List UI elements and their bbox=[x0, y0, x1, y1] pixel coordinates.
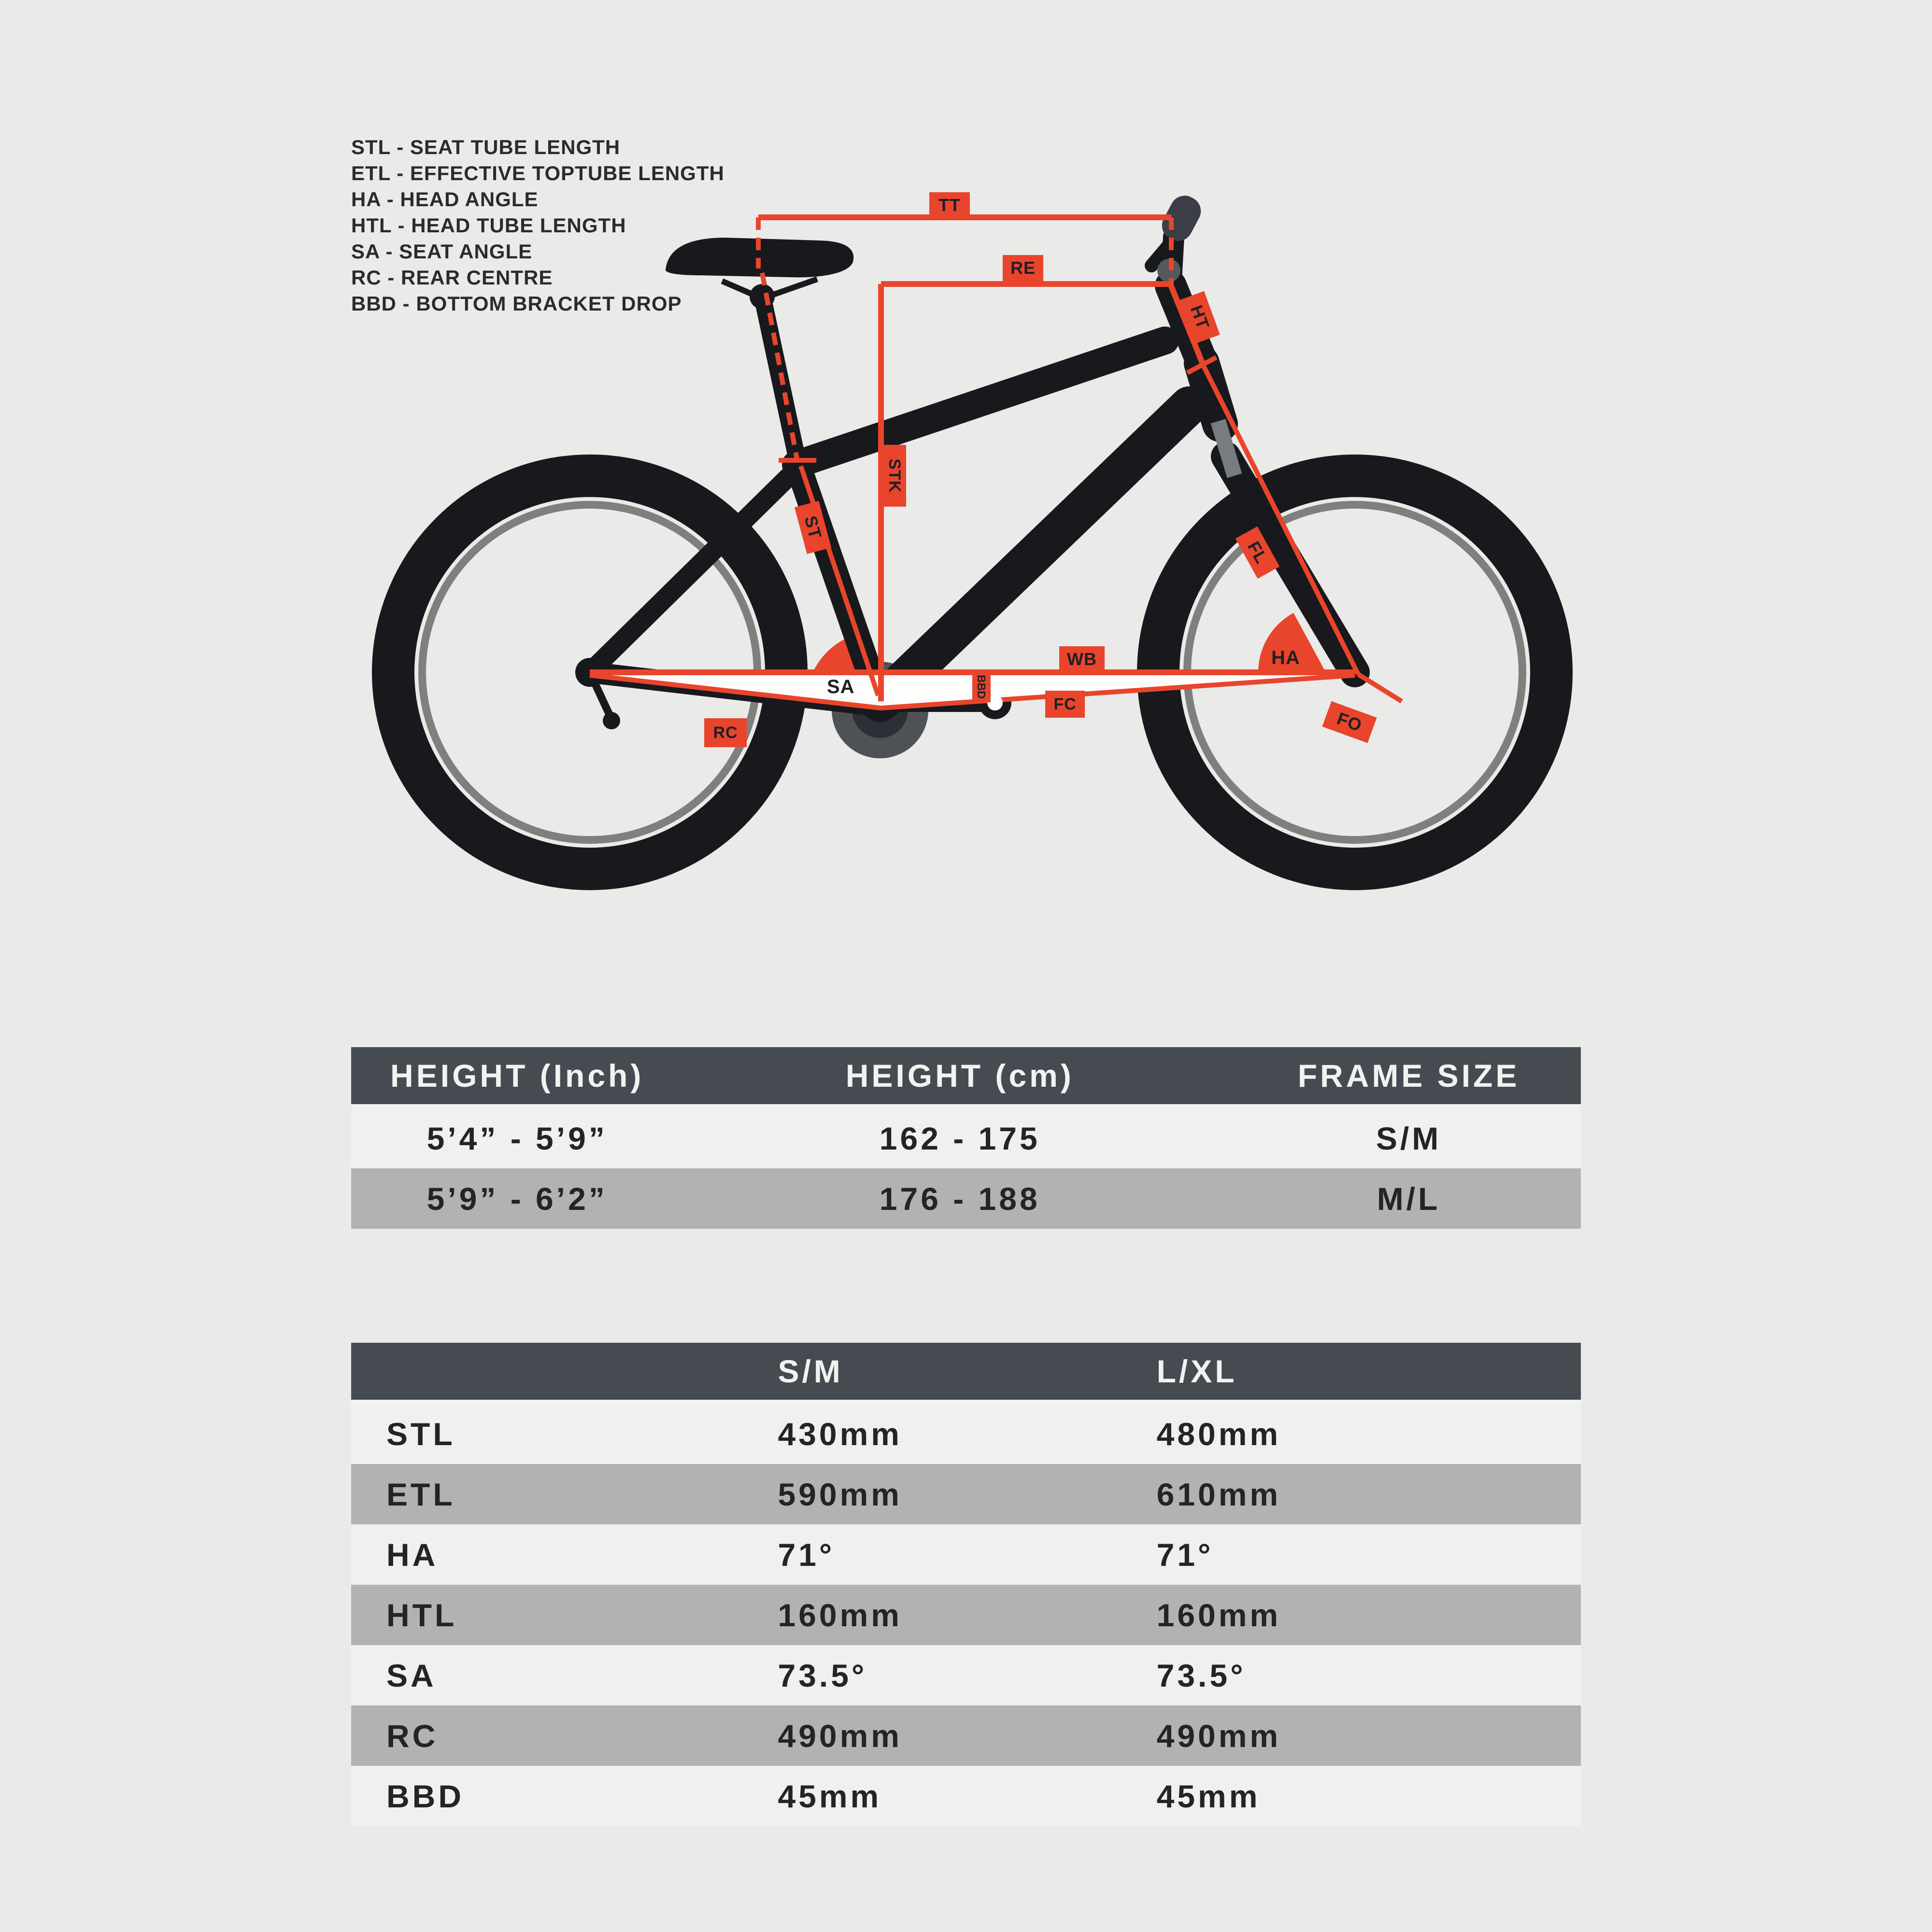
table-cell: M/L bbox=[1377, 1180, 1441, 1217]
label-reach: RE bbox=[1003, 255, 1043, 281]
geometry-table-header: S/M L/XL bbox=[351, 1343, 1581, 1404]
table-row: 5’4” - 5’9” 162 - 175 S/M bbox=[351, 1108, 1581, 1168]
legend-item-bbd: BBD - BOTTOM BRACKET DROP bbox=[351, 292, 682, 315]
table-row: HTL 160mm 160mm bbox=[351, 1585, 1581, 1645]
table-row: HA 71° 71° bbox=[351, 1524, 1581, 1585]
legend-item-rc: RC - REAR CENTRE bbox=[351, 266, 553, 289]
table-row: STL 430mm 480mm bbox=[351, 1404, 1581, 1464]
table-cell: 73.5° bbox=[778, 1657, 867, 1693]
legend: STL - SEAT TUBE LENGTH ETL - EFFECTIVE TO… bbox=[351, 134, 724, 317]
label-front-centre: FC bbox=[1045, 691, 1085, 718]
legend-item-ha: HA - HEAD ANGLE bbox=[351, 188, 539, 211]
legend-item-stl: STL - SEAT TUBE LENGTH bbox=[351, 136, 621, 158]
table-cell: 480mm bbox=[1156, 1416, 1281, 1452]
legend-item-sa: SA - SEAT ANGLE bbox=[351, 240, 533, 263]
table-cell: 490mm bbox=[1156, 1718, 1281, 1754]
table-cell: HTL bbox=[386, 1597, 457, 1633]
table-row: BBD 45mm 45mm bbox=[351, 1766, 1581, 1826]
table-cell: 162 - 175 bbox=[879, 1120, 1040, 1156]
table-row: ETL 590mm 610mm bbox=[351, 1464, 1581, 1524]
table-cell: 5’9” - 6’2” bbox=[426, 1180, 608, 1217]
derailleur bbox=[603, 712, 620, 729]
table-cell: ETL bbox=[386, 1476, 455, 1512]
legend-item-etl: ETL - EFFECTIVE TOPTUBE LENGTH bbox=[351, 162, 724, 185]
size-col-frame-size: FRAME SIZE bbox=[1297, 1058, 1520, 1094]
table-cell: BBD bbox=[386, 1778, 464, 1814]
table-row: SA 73.5° 73.5° bbox=[351, 1645, 1581, 1705]
table-cell: 5’4” - 5’9” bbox=[426, 1120, 608, 1156]
label-wheelbase: WB bbox=[1059, 646, 1105, 672]
table-row: 5’9” - 6’2” 176 - 188 M/L bbox=[351, 1168, 1581, 1229]
table-cell: 430mm bbox=[778, 1416, 902, 1452]
size-col-height-cm: HEIGHT (cm) bbox=[845, 1058, 1074, 1094]
table-cell: HA bbox=[386, 1536, 439, 1573]
table-row: RC 490mm 490mm bbox=[351, 1705, 1581, 1766]
table-cell: 160mm bbox=[778, 1597, 902, 1633]
table-cell: 71° bbox=[1156, 1536, 1214, 1573]
table-cell: 610mm bbox=[1156, 1476, 1281, 1512]
label-stack: STK bbox=[883, 445, 906, 507]
table-cell: 176 - 188 bbox=[879, 1180, 1040, 1217]
size-table: HEIGHT (Inch) HEIGHT (cm) FRAME SIZE 5’4… bbox=[351, 1047, 1581, 1229]
geometry-table: S/M L/XL STL 430mm 480mm ETL 590mm 610mm HA 71°… bbox=[351, 1343, 1581, 1826]
table-cell: 73.5° bbox=[1156, 1657, 1246, 1693]
table-cell: 490mm bbox=[778, 1718, 902, 1754]
label-bottom-bracket-drop: BBD bbox=[972, 671, 991, 702]
geometry-table-body: STL 430mm 480mm ETL 590mm 610mm HA 71° 71° HTL 160… bbox=[351, 1404, 1581, 1826]
table-cell: RC bbox=[386, 1718, 439, 1754]
legend-item-htl: HTL - HEAD TUBE LENGTH bbox=[351, 214, 626, 237]
size-table-body: 5’4” - 5’9” 162 - 175 S/M 5’9” - 6’2” 176 - … bbox=[351, 1108, 1581, 1229]
label-head-angle: HA bbox=[1271, 647, 1300, 668]
table-cell: 45mm bbox=[1156, 1778, 1261, 1814]
pedal-spindle bbox=[987, 695, 1003, 710]
table-cell: 45mm bbox=[778, 1778, 882, 1814]
size-col-height-inch: HEIGHT (Inch) bbox=[390, 1058, 644, 1094]
bike-illustration bbox=[372, 196, 1573, 890]
table-cell: 71° bbox=[778, 1536, 835, 1573]
head-angle-sector bbox=[1258, 613, 1326, 672]
table-cell: 590mm bbox=[778, 1476, 902, 1512]
table-cell: S/M bbox=[1376, 1120, 1442, 1156]
table-cell: 160mm bbox=[1156, 1597, 1281, 1633]
table-cell: STL bbox=[386, 1416, 455, 1452]
label-seat-angle: SA bbox=[827, 676, 855, 697]
size-table-header: HEIGHT (Inch) HEIGHT (cm) FRAME SIZE bbox=[351, 1047, 1581, 1108]
saddle-rails bbox=[721, 276, 818, 302]
saddle bbox=[666, 238, 854, 278]
label-rear-centre: RC bbox=[704, 718, 747, 747]
geo-col-lxl: L/XL bbox=[1156, 1353, 1237, 1389]
table-cell: SA bbox=[386, 1657, 437, 1693]
frame bbox=[579, 226, 1370, 722]
label-top-tube: TT bbox=[929, 192, 970, 218]
geo-col-sm: S/M bbox=[778, 1353, 843, 1389]
